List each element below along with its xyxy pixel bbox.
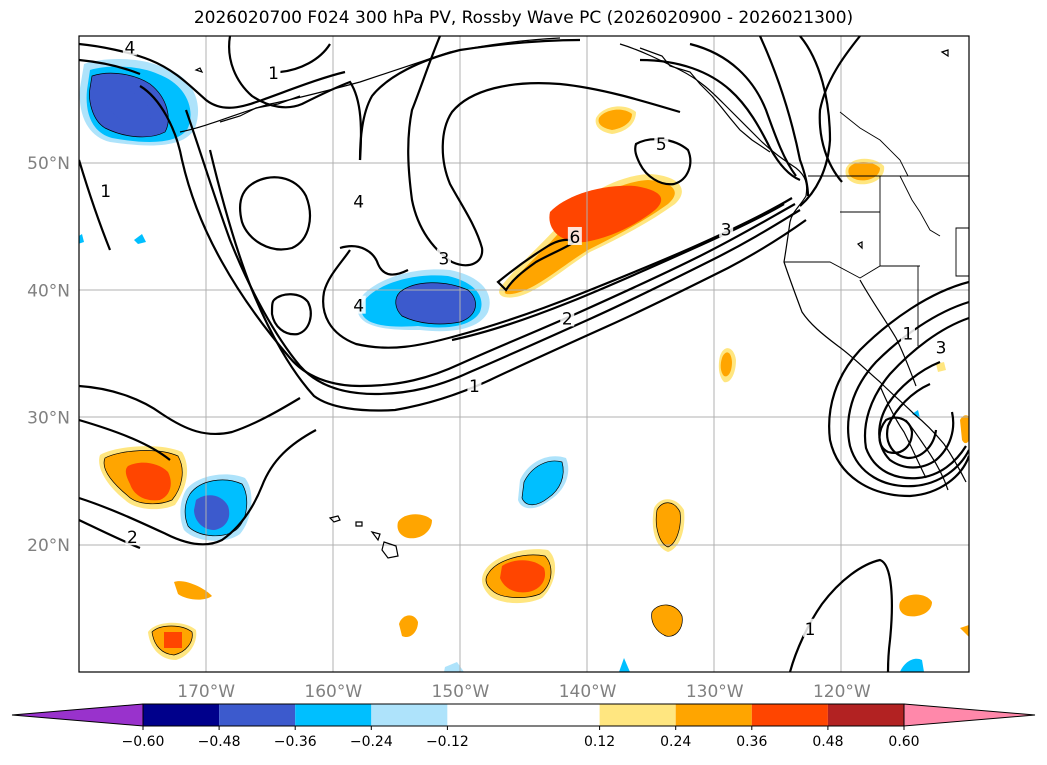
lat-tick-label: 30°N (27, 409, 70, 429)
anomaly-central-negative (357, 269, 490, 332)
anomaly-small-positives (148, 106, 969, 660)
longitude-labels: 170°W 160°W 150°W 140°W 130°W 120°W (177, 682, 871, 702)
lon-tick-label: 120°W (813, 682, 871, 702)
anomaly-sw-negative (180, 474, 252, 541)
colorbar-tick-label: −0.12 (426, 734, 469, 750)
contour-label: 2 (562, 309, 573, 329)
contour-label: 4 (353, 297, 364, 317)
lat-tick-label: 50°N (27, 154, 70, 174)
lat-tick-label: 40°N (27, 281, 70, 301)
graticule (79, 36, 969, 672)
contour-label: 4 (353, 192, 364, 212)
colorbar-tick-label: −0.60 (122, 734, 165, 750)
colorbar-segment (219, 704, 296, 726)
contour-label-bg (567, 226, 582, 245)
pv-contour-labels: 4 1 1 4 3 4 6 5 3 2 1 2 1 3 1 (98, 37, 949, 640)
map-title: 2026020700 F024 300 hPa PV, Rossby Wave … (193, 8, 854, 28)
contour-label: 6 (569, 228, 580, 248)
colorbar-segment (827, 704, 904, 726)
contour-label-bg (98, 181, 113, 200)
colorbar-segment (143, 704, 220, 726)
contour-label: 2 (127, 528, 138, 548)
map-frame (78, 35, 970, 673)
colorbar-tick-label: −0.36 (274, 734, 317, 750)
lon-tick-label: 170°W (177, 682, 235, 702)
contour-label: 1 (268, 64, 279, 84)
pv-contours (79, 36, 969, 672)
contour-label-bg (900, 323, 915, 342)
colorbar-tick-label: 0.24 (660, 734, 691, 750)
anomaly-nw-negative (79, 59, 199, 146)
anomaly-small-negatives (79, 234, 924, 672)
country-borders (784, 111, 969, 346)
map-content: 4 1 1 4 3 4 6 5 3 2 1 2 1 3 1 (79, 36, 969, 672)
colorbar-segment (447, 704, 600, 726)
contour-label-bg (122, 37, 137, 56)
colorbar-tick-label: −0.24 (350, 734, 393, 750)
colorbar-extend-high (903, 703, 1036, 727)
anomaly-outlines (89, 72, 683, 656)
contour-label: 1 (469, 377, 480, 397)
contour-label: 4 (124, 38, 135, 58)
colorbar-tick-label: 0.60 (888, 734, 919, 750)
contour-label: 1 (100, 182, 111, 202)
colorbar-segment (295, 704, 372, 726)
colorbar-tick-label: 0.36 (736, 734, 767, 750)
contour-label-bg (654, 134, 669, 153)
contour-label-bg (436, 248, 451, 267)
colorbar-tick-label: 0.48 (812, 734, 843, 750)
contour-label-bg (560, 308, 575, 327)
contour-label-bg (467, 375, 482, 394)
colorbar-segment (599, 704, 676, 726)
colorbar-outline (142, 703, 905, 727)
colorbar: −0.60 −0.48 −0.36 −0.24 −0.12 0.12 0.24 0.36 0.4… (11, 703, 1036, 750)
contour-label: 3 (438, 250, 449, 270)
latitude-labels: 20°N 30°N 40°N 50°N (27, 154, 70, 556)
contour-label-bg (803, 618, 818, 637)
contour-label-bg (719, 219, 734, 238)
contour-label-bg (934, 337, 949, 356)
contour-label-bg (351, 191, 366, 210)
lon-tick-label: 140°W (559, 682, 617, 702)
colorbar-segment (371, 704, 448, 726)
contour-label-bg (125, 527, 140, 546)
colorbar-extend-low (11, 703, 144, 727)
contour-label: 1 (903, 325, 914, 345)
colorbar-segment (751, 704, 828, 726)
colorbar-tick-label: 0.12 (584, 734, 615, 750)
contour-label-bg (351, 295, 366, 314)
lon-tick-label: 130°W (686, 682, 744, 702)
contour-label: 1 (805, 620, 816, 640)
contour-label-bg (266, 62, 281, 81)
lon-tick-label: 160°W (304, 682, 362, 702)
contour-label: 5 (656, 135, 667, 155)
anomaly-w-positive (99, 446, 188, 510)
contour-label: 3 (936, 339, 947, 359)
lon-tick-label: 150°W (432, 682, 490, 702)
colorbar-segment (675, 704, 752, 726)
contour-label: 3 (721, 220, 732, 240)
lat-tick-label: 20°N (27, 536, 70, 556)
colorbar-tick-label: −0.48 (198, 734, 241, 750)
